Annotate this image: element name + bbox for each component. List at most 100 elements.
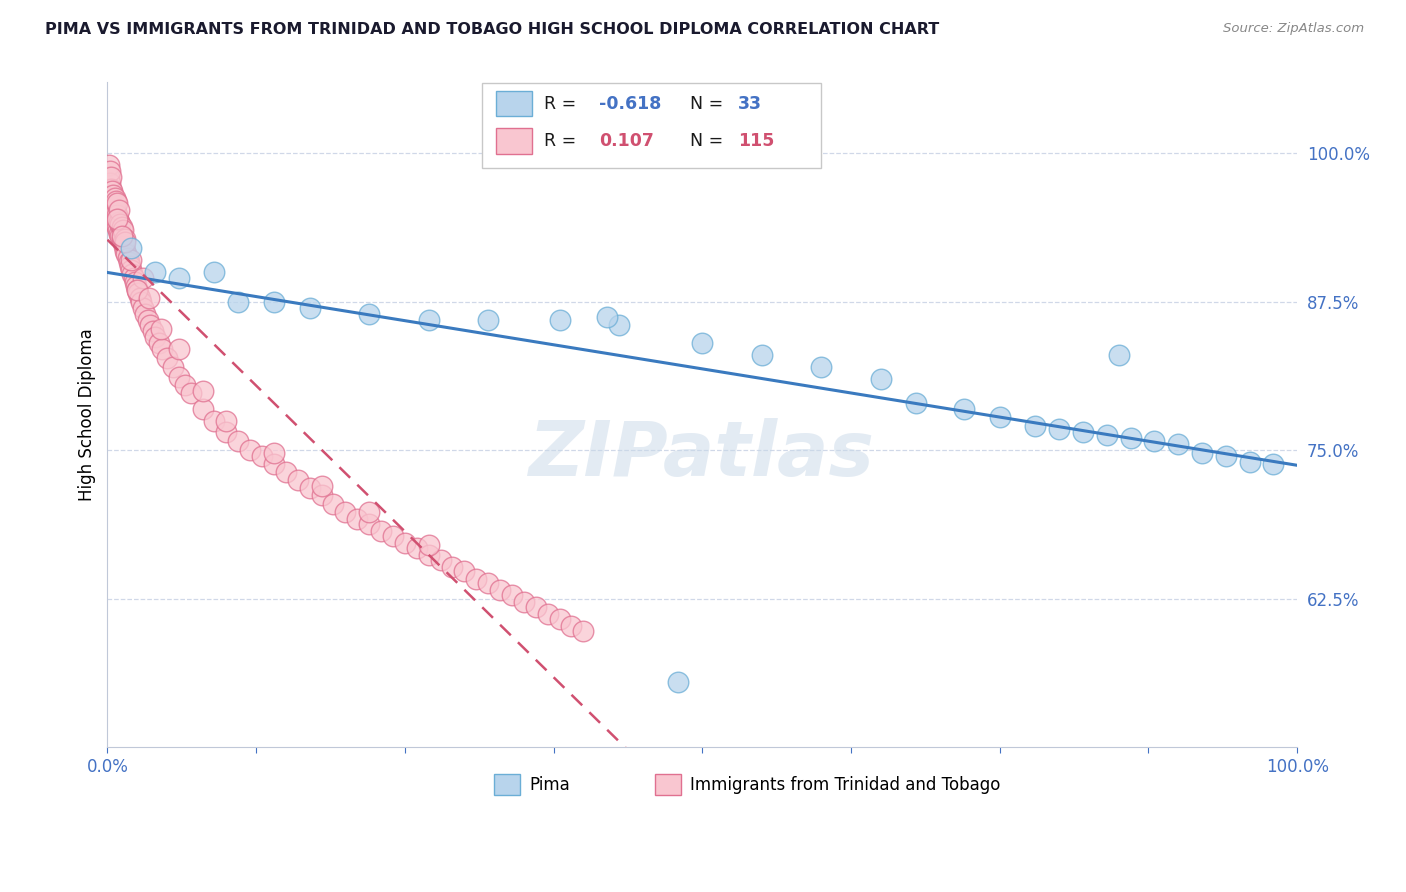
Point [156,351,179,365]
Point [250,449,273,463]
Text: PIMA VS IMMIGRANTS FROM TRINIDAD AND TOBAGO HIGH SCHOOL DIPLOMA CORRELATION CHAR: PIMA VS IMMIGRANTS FROM TRINIDAD AND TOB… [45,22,939,37]
Point [572,624,595,638]
Point [513,595,536,609]
Point [97,169,120,184]
Point [394,536,416,550]
Point [122,271,145,285]
Point [112,239,135,253]
Point [98,164,121,178]
Point [418,312,440,326]
Point [359,505,381,519]
Point [114,235,136,250]
Point [103,203,125,218]
Point [129,294,152,309]
Point [143,330,166,344]
Point [148,336,170,351]
Y-axis label: High School Diploma: High School Diploma [79,328,96,501]
Point [226,294,249,309]
Text: -0.618: -0.618 [599,95,661,113]
Point [118,255,141,269]
Point [311,479,333,493]
Point [477,576,499,591]
Point [136,312,159,326]
Point [548,612,571,626]
Text: R =: R = [544,95,582,113]
Point [311,488,333,502]
Point [1071,425,1094,440]
Point [298,301,321,315]
Point [359,516,381,531]
Point [988,409,1011,424]
Point [287,473,309,487]
Point [263,294,285,309]
Point [111,235,134,250]
Point [335,505,357,519]
Point [114,232,136,246]
Text: ZIPatlas: ZIPatlas [529,417,876,491]
Point [953,401,976,416]
Bar [494,774,520,795]
Point [298,481,321,495]
Point [167,343,190,357]
Point [104,194,127,208]
Point [110,218,132,232]
Point [120,253,142,268]
Point [98,200,121,214]
Point [1119,431,1142,445]
Point [143,265,166,279]
Point [204,265,226,279]
Point [103,211,125,226]
Point [359,307,381,321]
Point [142,325,165,339]
Point [381,529,404,543]
Point [1108,348,1130,362]
Point [191,384,214,398]
Point [108,227,131,241]
Point [405,541,427,555]
Point [107,211,129,226]
Point [104,205,127,219]
Point [173,377,195,392]
Point [103,191,125,205]
Point [465,572,488,586]
Point [751,348,773,362]
Point [489,583,512,598]
Point [98,176,121,190]
Point [120,241,142,255]
Point [1143,434,1166,448]
Point [97,158,120,172]
Text: N =: N = [690,95,730,113]
Point [101,208,124,222]
Point [477,312,499,326]
Point [536,607,558,622]
Point [1239,455,1261,469]
Point [204,413,226,427]
Point [100,194,122,208]
Point [104,218,127,232]
Point [810,359,832,374]
Point [108,203,131,218]
Text: Pima: Pima [530,775,571,794]
Text: R =: R = [544,132,582,150]
Point [370,524,392,538]
Point [125,279,148,293]
Point [596,310,619,325]
Point [418,548,440,562]
Point [322,497,344,511]
Text: Immigrants from Trinidad and Tobago: Immigrants from Trinidad and Tobago [690,775,1001,794]
Text: 115: 115 [738,132,775,150]
Bar [496,91,531,117]
Point [1191,445,1213,459]
Point [120,262,142,277]
Point [150,343,173,357]
Point [101,184,124,198]
Point [127,283,149,297]
Point [100,205,122,219]
Point [132,271,155,285]
Point [139,318,162,333]
Bar [496,128,531,153]
Point [1167,437,1189,451]
Point [1024,419,1046,434]
Point [263,445,285,459]
Point [115,247,138,261]
